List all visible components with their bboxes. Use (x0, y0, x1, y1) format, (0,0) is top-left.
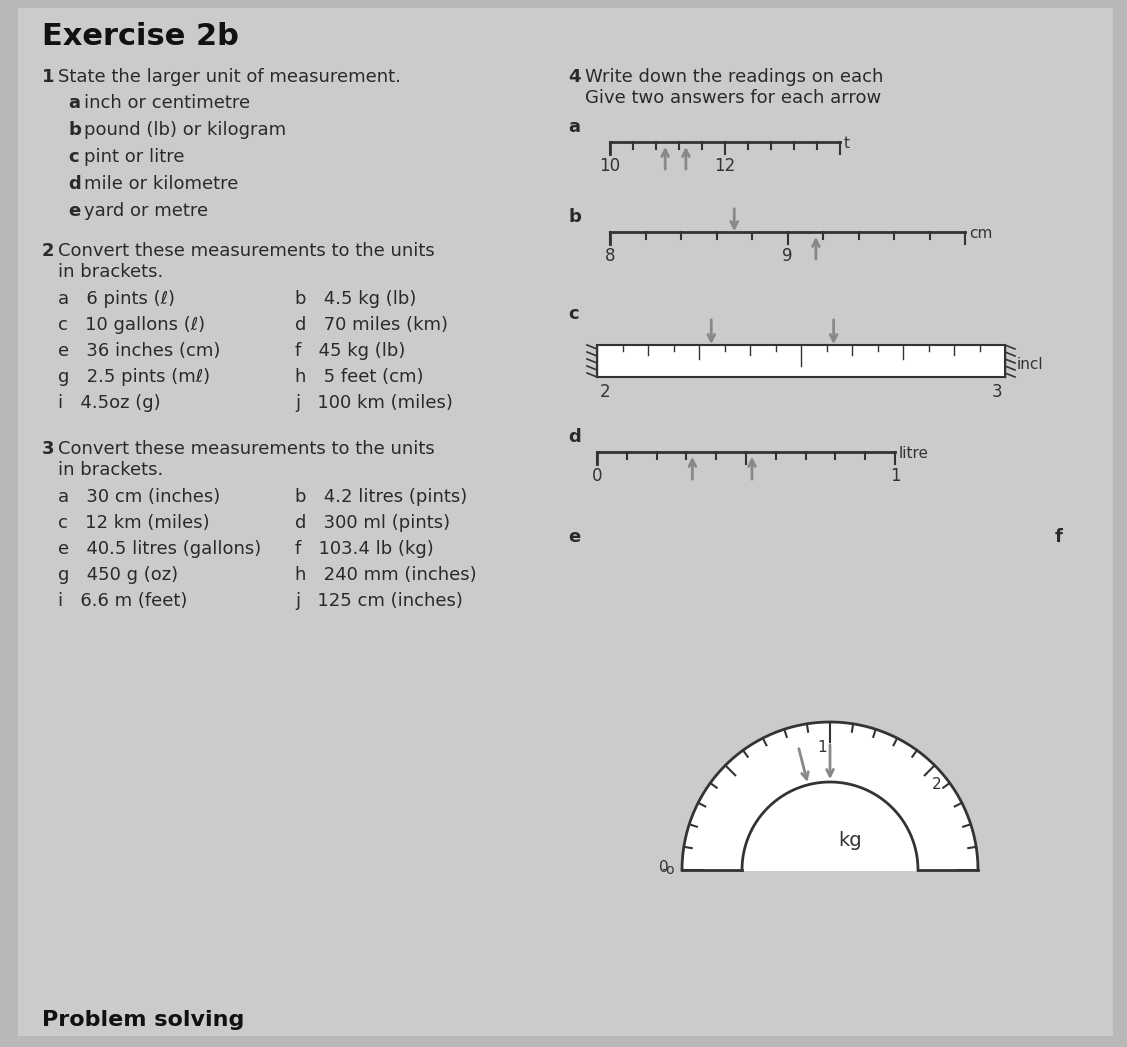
Text: c: c (68, 148, 79, 166)
Text: 2: 2 (932, 777, 941, 792)
Text: 3: 3 (992, 383, 1002, 401)
Text: a   30 cm (inches): a 30 cm (inches) (57, 488, 220, 506)
Text: i   4.5oz (g): i 4.5oz (g) (57, 394, 161, 413)
Text: inch or centimetre: inch or centimetre (85, 94, 250, 112)
Bar (597, 346, 1005, 377)
Text: litre: litre (899, 446, 929, 461)
Text: mile or kilometre: mile or kilometre (85, 175, 239, 193)
Text: j   100 km (miles): j 100 km (miles) (295, 394, 453, 413)
Text: Convert these measurements to the units: Convert these measurements to the units (57, 242, 435, 260)
Text: 8: 8 (605, 247, 615, 265)
Text: d: d (568, 428, 580, 446)
Text: b: b (568, 208, 580, 226)
Text: 4: 4 (568, 68, 580, 86)
Text: incl: incl (1017, 357, 1044, 372)
Text: a: a (568, 118, 580, 136)
Text: 10: 10 (600, 157, 621, 175)
Text: -o: -o (662, 863, 675, 877)
Polygon shape (682, 722, 978, 870)
Text: Give two answers for each arrow: Give two answers for each arrow (585, 89, 881, 107)
Text: Convert these measurements to the units: Convert these measurements to the units (57, 440, 435, 458)
Text: a: a (68, 94, 80, 112)
Text: b: b (68, 121, 81, 139)
Text: e   40.5 litres (gallons): e 40.5 litres (gallons) (57, 540, 261, 558)
Text: d: d (68, 175, 81, 193)
Text: c: c (568, 305, 578, 324)
Text: Exercise 2b: Exercise 2b (42, 22, 239, 51)
Text: 1: 1 (42, 68, 54, 86)
Text: f   45 kg (lb): f 45 kg (lb) (295, 342, 406, 360)
Text: f: f (1055, 528, 1063, 545)
Text: f   103.4 lb (kg): f 103.4 lb (kg) (295, 540, 434, 558)
Text: pint or litre: pint or litre (85, 148, 185, 166)
Text: in brackets.: in brackets. (57, 263, 163, 281)
Text: kg: kg (838, 830, 862, 849)
Text: c   10 gallons (ℓ): c 10 gallons (ℓ) (57, 316, 205, 334)
Text: yard or metre: yard or metre (85, 202, 208, 220)
Text: Problem solving: Problem solving (42, 1010, 245, 1030)
Text: i   6.6 m (feet): i 6.6 m (feet) (57, 592, 187, 610)
Text: c   12 km (miles): c 12 km (miles) (57, 514, 210, 532)
Text: 12: 12 (715, 157, 736, 175)
Text: t: t (844, 136, 850, 151)
Text: h   240 mm (inches): h 240 mm (inches) (295, 566, 477, 584)
Text: e   36 inches (cm): e 36 inches (cm) (57, 342, 221, 360)
Text: j   125 cm (inches): j 125 cm (inches) (295, 592, 463, 610)
Text: e: e (568, 528, 580, 545)
Text: Write down the readings on each: Write down the readings on each (585, 68, 884, 86)
Text: in brackets.: in brackets. (57, 461, 163, 478)
Polygon shape (742, 782, 919, 870)
Text: cm: cm (969, 226, 993, 241)
Text: h   5 feet (cm): h 5 feet (cm) (295, 367, 424, 386)
Text: 3: 3 (42, 440, 54, 458)
Text: e: e (68, 202, 80, 220)
Text: 2: 2 (42, 242, 54, 260)
Text: 1: 1 (889, 467, 900, 485)
Text: State the larger unit of measurement.: State the larger unit of measurement. (57, 68, 401, 86)
Text: g   2.5 pints (mℓ): g 2.5 pints (mℓ) (57, 367, 210, 386)
Text: b   4.2 litres (pints): b 4.2 litres (pints) (295, 488, 468, 506)
Text: d   70 miles (km): d 70 miles (km) (295, 316, 449, 334)
Text: 0: 0 (659, 861, 668, 875)
Text: d   300 ml (pints): d 300 ml (pints) (295, 514, 450, 532)
Text: 9: 9 (782, 247, 792, 265)
Text: 2: 2 (600, 383, 611, 401)
Text: 0: 0 (592, 467, 602, 485)
Text: pound (lb) or kilogram: pound (lb) or kilogram (85, 121, 286, 139)
Text: g   450 g (oz): g 450 g (oz) (57, 566, 178, 584)
Text: b   4.5 kg (lb): b 4.5 kg (lb) (295, 290, 416, 308)
Text: 1: 1 (817, 740, 827, 755)
Text: a   6 pints (ℓ): a 6 pints (ℓ) (57, 290, 175, 308)
